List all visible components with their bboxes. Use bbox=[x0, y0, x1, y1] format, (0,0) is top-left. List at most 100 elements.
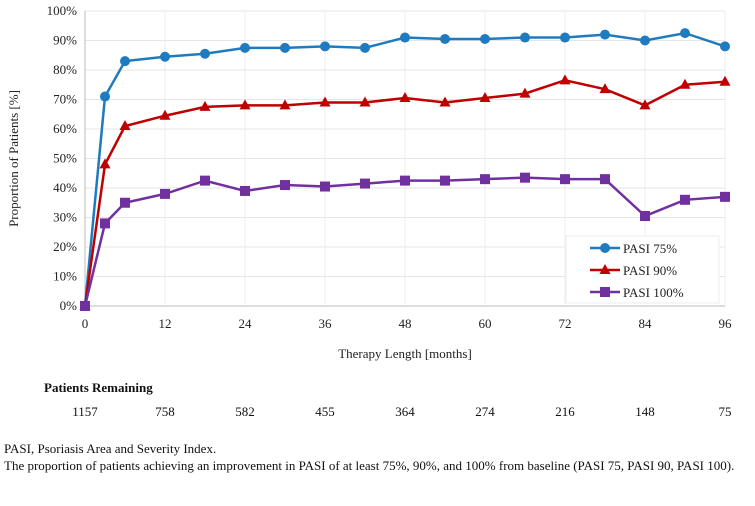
series-pasi-90- bbox=[79, 74, 731, 310]
data-point bbox=[160, 51, 170, 62]
patients-remaining-value: 1157 bbox=[72, 404, 98, 419]
data-point bbox=[280, 180, 290, 191]
patients-remaining-value: 274 bbox=[475, 404, 495, 419]
data-point bbox=[320, 41, 330, 52]
data-point bbox=[119, 120, 131, 131]
data-point bbox=[599, 83, 611, 94]
data-point bbox=[280, 42, 290, 53]
footnote-abbreviation: PASI, Psoriasis Area and Severity Index. bbox=[4, 441, 217, 456]
data-point bbox=[560, 32, 570, 43]
patients-remaining-value: 364 bbox=[395, 404, 415, 419]
y-tick-label: 10% bbox=[53, 269, 77, 284]
data-point bbox=[80, 301, 90, 311]
x-tick-label: 24 bbox=[239, 316, 253, 331]
data-point bbox=[160, 188, 170, 199]
y-tick-label: 100% bbox=[47, 3, 78, 18]
patients-remaining-value: 75 bbox=[718, 404, 732, 419]
legend-marker bbox=[599, 264, 611, 274]
data-point bbox=[680, 194, 690, 205]
data-point bbox=[200, 175, 210, 186]
data-point bbox=[640, 35, 650, 46]
data-point bbox=[200, 48, 210, 59]
series-line bbox=[83, 31, 726, 307]
data-point bbox=[680, 28, 690, 39]
data-point bbox=[520, 172, 530, 183]
y-tick-label: 50% bbox=[53, 151, 77, 166]
data-point bbox=[439, 96, 451, 107]
data-point bbox=[480, 174, 490, 185]
x-tick-label: 72 bbox=[559, 316, 572, 331]
series-line bbox=[83, 176, 726, 307]
data-point bbox=[720, 191, 730, 202]
data-point bbox=[400, 175, 410, 186]
legend-marker bbox=[600, 243, 610, 253]
data-point bbox=[360, 178, 370, 189]
data-point bbox=[520, 32, 530, 43]
x-tick-label: 96 bbox=[719, 316, 733, 331]
data-point bbox=[719, 75, 731, 86]
data-point bbox=[399, 92, 411, 103]
data-point bbox=[100, 218, 110, 229]
x-tick-label: 60 bbox=[479, 316, 492, 331]
series-line bbox=[83, 79, 726, 307]
line-chart: 0% 10% 20% 30% 40% 50% 60% 70% 80% 90% 100% 0 12 24 36… bbox=[6, 3, 733, 361]
y-axis-label: Proportion of Patients [%] bbox=[6, 90, 21, 227]
data-point bbox=[519, 87, 531, 98]
legend-label: PASI 100% bbox=[623, 285, 684, 300]
data-point bbox=[279, 99, 291, 110]
legend: PASI 75% PASI 90% PASI 100% bbox=[565, 235, 720, 304]
legend-label: PASI 90% bbox=[623, 263, 677, 278]
data-point bbox=[479, 92, 491, 103]
x-tick-label: 48 bbox=[399, 316, 412, 331]
data-point bbox=[120, 56, 130, 67]
legend-marker bbox=[600, 287, 610, 297]
data-point bbox=[639, 99, 651, 110]
data-point bbox=[560, 174, 570, 185]
data-point bbox=[240, 185, 250, 196]
data-point bbox=[159, 109, 171, 120]
data-point bbox=[640, 211, 650, 222]
series-pasi-100- bbox=[80, 172, 730, 311]
data-point bbox=[239, 99, 251, 110]
data-point bbox=[600, 174, 610, 185]
legend-label: PASI 75% bbox=[623, 241, 677, 256]
footnotes: PASI, Psoriasis Area and Severity Index.… bbox=[4, 440, 754, 474]
y-tick-label: 40% bbox=[53, 180, 77, 195]
data-point bbox=[359, 96, 371, 107]
data-point bbox=[679, 78, 691, 89]
data-point bbox=[600, 29, 610, 40]
x-tick-label: 12 bbox=[159, 316, 172, 331]
y-tick-label: 70% bbox=[53, 92, 77, 107]
data-point bbox=[440, 175, 450, 186]
data-point bbox=[480, 34, 490, 45]
y-tick-label: 80% bbox=[53, 62, 77, 77]
y-tick-label: 30% bbox=[53, 210, 77, 225]
y-tick-label: 20% bbox=[53, 239, 77, 254]
patients-remaining-value: 455 bbox=[315, 404, 335, 419]
y-tick-label: 0% bbox=[60, 298, 78, 313]
patients-remaining-value: 758 bbox=[155, 404, 175, 419]
data-point bbox=[559, 74, 571, 85]
y-tick-label: 60% bbox=[53, 121, 77, 136]
patients-remaining-value: 216 bbox=[555, 404, 575, 419]
x-tick-label: 36 bbox=[319, 316, 333, 331]
patients-remaining-value: 582 bbox=[235, 404, 255, 419]
data-point bbox=[99, 158, 111, 169]
patients-remaining-title: Patients Remaining bbox=[44, 380, 153, 395]
data-point bbox=[120, 197, 130, 208]
data-point bbox=[240, 42, 250, 53]
x-tick-label: 84 bbox=[639, 316, 653, 331]
y-tick-label: 90% bbox=[53, 33, 77, 48]
x-tick-label: 0 bbox=[82, 316, 89, 331]
data-point bbox=[720, 41, 730, 52]
data-point bbox=[440, 34, 450, 45]
x-axis-label: Therapy Length [months] bbox=[338, 346, 472, 361]
data-point bbox=[360, 42, 370, 53]
data-point bbox=[199, 100, 211, 111]
footnote-description: The proportion of patients achieving an … bbox=[4, 458, 735, 473]
data-point bbox=[320, 181, 330, 192]
data-point bbox=[319, 96, 331, 107]
data-point bbox=[400, 32, 410, 43]
patients-remaining-value: 148 bbox=[635, 404, 655, 419]
data-point bbox=[100, 91, 110, 102]
